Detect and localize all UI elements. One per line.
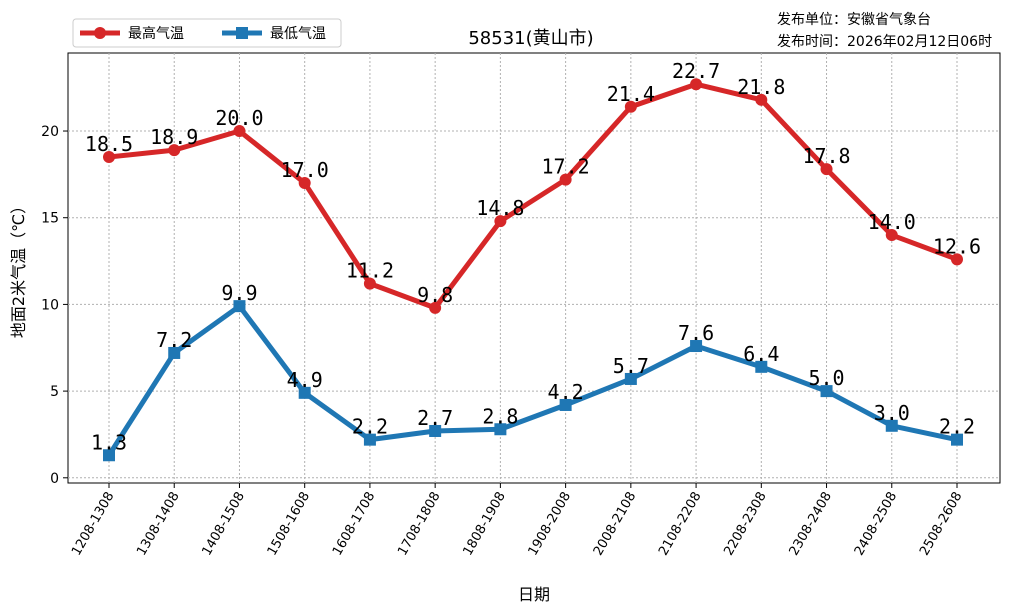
point-min: [494, 423, 507, 436]
data-label-max: 22.7: [672, 59, 720, 83]
series-layer: [103, 78, 963, 462]
legend-max-marker: [94, 27, 106, 39]
point-min: [233, 300, 246, 313]
data-label-max: 17.2: [542, 155, 590, 179]
data-label-max: 12.6: [933, 234, 981, 258]
point-max: [233, 125, 246, 138]
data-label-max: 11.2: [346, 259, 394, 283]
point-max: [624, 100, 637, 113]
point-min: [951, 433, 963, 446]
y-axis-label: 地面2米气温（℃）: [9, 198, 28, 338]
point-max: [168, 144, 181, 157]
point-max: [103, 151, 115, 164]
y-tick-label: 20: [41, 124, 59, 140]
grid-lines: [68, 53, 1000, 483]
point-max: [494, 215, 507, 228]
data-label-min: 2.2: [939, 415, 975, 439]
point-min: [624, 372, 637, 385]
legend-frame: [72, 18, 342, 48]
data-label-min: 7.6: [678, 321, 714, 345]
publish-time: 发布时间：2026年02月12日06时: [777, 34, 993, 50]
point-max: [298, 177, 311, 190]
x-tick-label: 1508-1608: [265, 490, 313, 559]
legend-max-label: 最高气温: [128, 25, 184, 42]
y-tick-label: 10: [41, 297, 59, 313]
point-min: [820, 385, 833, 398]
x-tick-label: 2008-2108: [591, 490, 639, 559]
data-label-max: 21.8: [737, 75, 785, 99]
series-line-min: [106, 303, 960, 458]
y-tick-label: 0: [50, 471, 59, 487]
data-label-min: 5.7: [613, 354, 649, 378]
legend-min-marker: [236, 27, 248, 39]
point-min: [690, 340, 703, 353]
point-min: [103, 449, 115, 462]
data-label-min: 3.0: [874, 401, 910, 425]
point-min: [298, 386, 311, 399]
legend-min-label: 最低气温: [270, 26, 326, 42]
x-tick-label: 2408-2508: [852, 490, 900, 559]
legend: 最高气温 最低气温: [72, 18, 342, 48]
y-tick-label: 15: [41, 211, 59, 227]
point-min: [885, 419, 898, 432]
data-label-min: 2.2: [352, 415, 388, 439]
data-label-min: 1.3: [91, 430, 127, 454]
point-max: [429, 301, 442, 314]
data-label-min: 4.9: [287, 368, 323, 392]
data-label-min: 2.7: [417, 406, 453, 430]
data-label-max: 18.5: [85, 132, 133, 156]
publish-unit: 发布单位：安徽省气象台: [777, 12, 931, 28]
point-min: [429, 424, 442, 437]
data-label-max: 17.8: [802, 144, 850, 168]
point-max: [690, 78, 703, 91]
data-label-min: 4.2: [548, 380, 584, 404]
x-tick-label: 1208-1308: [69, 490, 117, 559]
data-label-max: 9.8: [417, 283, 453, 307]
data-label-max: 14.0: [868, 210, 916, 234]
x-tick-label: 1908-2008: [526, 490, 574, 559]
point-min: [755, 360, 768, 373]
data-label-min: 6.4: [743, 342, 779, 366]
point-max: [951, 253, 963, 266]
data-label-min: 9.9: [221, 281, 257, 305]
x-tick-label: 1808-1908: [460, 490, 508, 559]
point-min: [363, 433, 376, 446]
x-tick-label: 1708-1808: [395, 490, 443, 559]
point-max: [755, 93, 768, 106]
x-tick-label: 1308-1408: [134, 490, 182, 559]
data-label-min: 2.8: [482, 404, 518, 428]
data-label-min: 7.2: [156, 328, 192, 352]
x-tick-label: 2108-2208: [656, 490, 704, 559]
x-tick-label: 2208-2308: [721, 490, 769, 559]
x-tick-label: 1608-1708: [330, 490, 378, 559]
data-label-max: 17.0: [281, 158, 329, 182]
data-label-max: 20.0: [215, 106, 263, 130]
point-min: [559, 398, 572, 411]
data-labels: 18.5 18.9 20.0 17.0 11.2 9.8 14.8 17.2 21.4 22.7 2…: [85, 59, 981, 454]
x-tick-label: 2308-2408: [787, 490, 835, 559]
data-label-min: 5.0: [808, 366, 844, 390]
data-label-max: 18.9: [150, 125, 198, 149]
chart-title: 58531(黄山市): [468, 28, 593, 49]
y-tick-label: 5: [50, 384, 59, 400]
x-tick-label: 2508-2608: [917, 490, 965, 559]
data-label-max: 21.4: [607, 82, 655, 106]
data-label-max: 14.8: [476, 196, 524, 220]
series-line-max: [106, 81, 960, 311]
point-max: [363, 277, 376, 290]
x-axis-label: 日期: [518, 585, 550, 604]
point-max: [559, 173, 572, 186]
point-max: [820, 163, 833, 176]
plot-area: [67, 52, 1001, 484]
point-max: [885, 229, 898, 242]
x-tick-label: 1408-1508: [200, 490, 248, 559]
point-min: [168, 346, 181, 359]
